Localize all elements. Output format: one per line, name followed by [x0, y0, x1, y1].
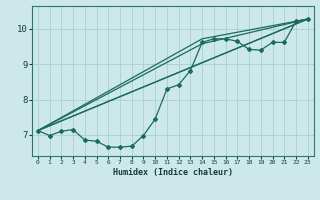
X-axis label: Humidex (Indice chaleur): Humidex (Indice chaleur): [113, 168, 233, 177]
